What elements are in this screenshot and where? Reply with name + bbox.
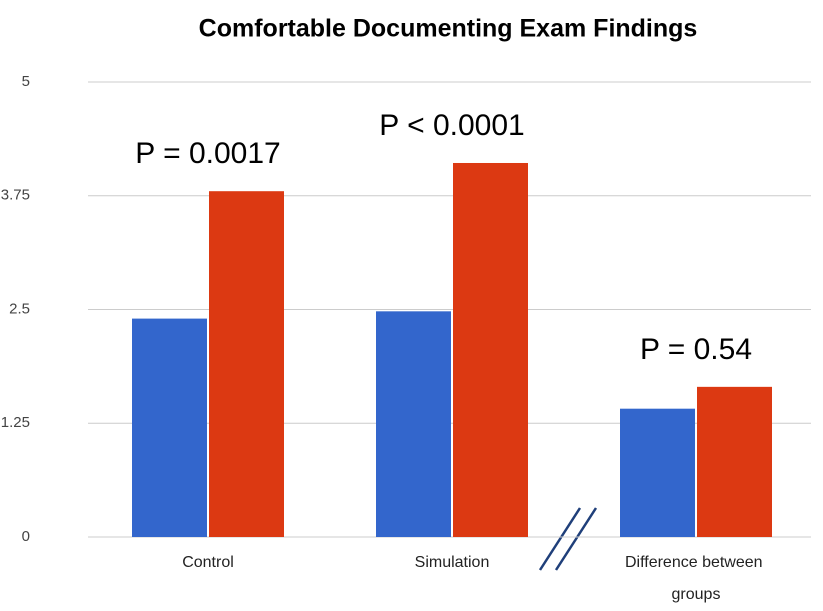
bar bbox=[376, 311, 451, 537]
y-tick-label: 1.25 bbox=[1, 414, 30, 431]
y-tick-label: 5 bbox=[22, 73, 30, 90]
chart-title: Comfortable Documenting Exam Findings bbox=[199, 15, 698, 43]
x-tick-label: Control bbox=[182, 554, 234, 571]
y-tick-label: 2.5 bbox=[9, 300, 30, 317]
y-tick-label: 3.75 bbox=[1, 187, 30, 204]
axis-break bbox=[538, 507, 582, 571]
y-tick-label: 0 bbox=[22, 528, 30, 545]
bar bbox=[697, 386, 772, 537]
annotation: P = 0.0017 bbox=[135, 137, 280, 170]
x-tick-label: Simulation bbox=[415, 554, 490, 571]
annotation: P = 0.54 bbox=[640, 333, 752, 366]
axis-break bbox=[554, 507, 598, 571]
bar bbox=[132, 318, 207, 537]
bar bbox=[620, 408, 695, 537]
annotation: P < 0.0001 bbox=[379, 109, 524, 142]
x-tick-label: Difference between groups bbox=[625, 554, 767, 603]
bar bbox=[453, 162, 528, 538]
bar bbox=[209, 191, 284, 537]
